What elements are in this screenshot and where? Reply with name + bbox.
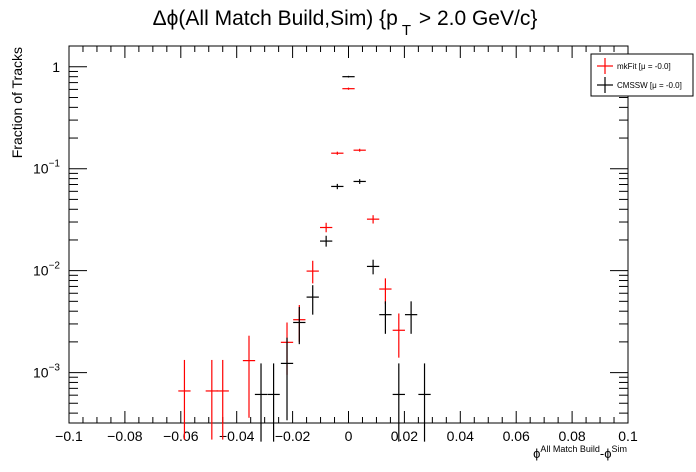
data-point [319, 235, 333, 247]
x-tick-label: −0.06 [163, 428, 199, 444]
x-label-dash: -ϕ [600, 446, 612, 461]
y-tick-label: 10−2 [33, 261, 60, 279]
y-tick-label: 10−3 [33, 363, 60, 381]
data-point [379, 278, 392, 305]
chart-title-suffix: > 2.0 GeV/c} [413, 7, 537, 30]
x-tick-labels: −0.1 −0.08 −0.06 −0.04 −0.02 0 0.02 0.04 0.06 0.0… [55, 428, 638, 444]
x-label-sup2: Sim [612, 444, 628, 454]
data-point [216, 359, 229, 440]
data-point [280, 337, 294, 421]
chart-title-prefix: Δϕ(All Match Build,Sim) {p [153, 7, 398, 30]
data-point [392, 363, 405, 442]
y-tick-labels: 1 10−1 10−2 10−3 [33, 59, 60, 381]
data-point [306, 285, 319, 315]
x-tick-label: −0.02 [275, 428, 311, 444]
x-label-sup1: All Match Build [540, 444, 600, 454]
data-point [254, 363, 268, 442]
x-tick-label: −0.08 [107, 428, 143, 444]
data-point [178, 359, 191, 440]
legend-entry: mkFit [μ = -0.0] [597, 58, 671, 74]
data-point [242, 335, 256, 418]
x-tick-label: 0.04 [447, 428, 474, 444]
series-cmssw [254, 75, 431, 442]
data-point [379, 301, 392, 334]
y-tick-label: 10−1 [33, 159, 60, 177]
data-point [306, 260, 319, 284]
legend-box [590, 53, 694, 97]
legend-label: mkFit [μ = -0.0] [617, 62, 671, 71]
data-point [366, 259, 380, 275]
x-tick-label: 0.06 [503, 428, 530, 444]
x-tick-label: 0.02 [391, 428, 418, 444]
data-point [353, 179, 366, 184]
x-tick-label: −0.04 [219, 428, 255, 444]
x-tick-label: 0.08 [558, 428, 585, 444]
data-point [267, 363, 280, 442]
data-point [331, 183, 344, 190]
x-tick-label: −0.1 [55, 428, 83, 444]
data-point [319, 222, 333, 233]
data-series [178, 75, 431, 442]
x-tick-label: 0 [345, 428, 353, 444]
legend: mkFit [μ = -0.0] CMSSW [μ = -0.0] [590, 53, 694, 97]
data-point [404, 301, 418, 334]
data-point [366, 215, 380, 224]
axis-ticks [68, 46, 629, 423]
chart-title: Δϕ(All Match Build,Sim) {pT > 2.0 GeV/c} [153, 7, 538, 39]
data-point [353, 148, 366, 152]
data-point [331, 151, 344, 155]
legend-items: mkFit [μ = -0.0] CMSSW [μ = -0.0] [597, 58, 682, 93]
data-point [342, 87, 355, 90]
x-label-phi: ϕ [533, 446, 540, 461]
y-tick-label: 1 [52, 59, 60, 75]
chart-title-subscript: T [402, 22, 411, 39]
data-point [418, 363, 431, 442]
data-point [342, 75, 355, 78]
y-axis-label: Fraction of Tracks [9, 47, 25, 158]
x-axis-label: ϕAll Match Build-ϕSim [533, 444, 627, 461]
legend-entry: CMSSW [μ = -0.0] [597, 77, 682, 93]
x-tick-label: 0.1 [618, 428, 638, 444]
data-point [205, 359, 218, 440]
data-point [392, 313, 405, 358]
legend-label: CMSSW [μ = -0.0] [617, 81, 682, 90]
data-point [293, 306, 306, 345]
